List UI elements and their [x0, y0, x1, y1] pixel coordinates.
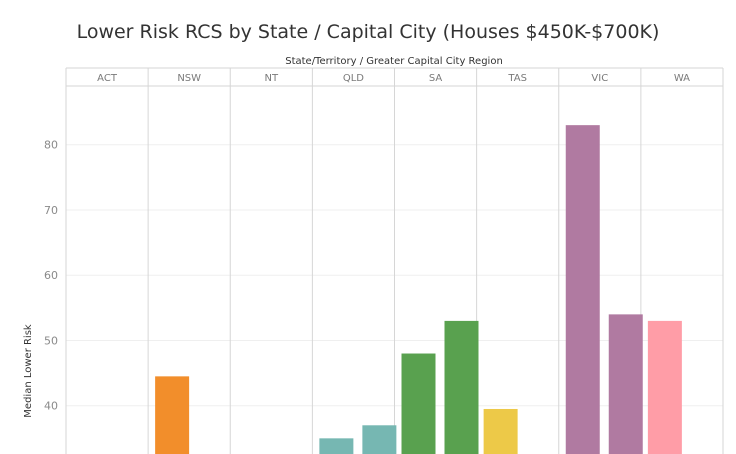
y-tick-label: 40: [44, 400, 58, 413]
y-tick-label: 60: [44, 269, 58, 282]
bar-sa-2[interactable]: [444, 320, 479, 454]
column-header-title: State/Territory / Greater Capital City R…: [285, 56, 503, 67]
bar-vic-1[interactable]: [565, 125, 600, 454]
panel-label-sa: SA: [429, 73, 443, 84]
bar-qld-1[interactable]: [319, 438, 354, 454]
y-axis-label: Median Lower Risk: [23, 324, 34, 418]
panel-label-vic: VIC: [591, 73, 608, 84]
panel-label-wa: WA: [674, 73, 690, 84]
y-tick-label: 80: [44, 139, 58, 152]
bar-wa-1[interactable]: [647, 320, 682, 454]
panel-label-tas: TAS: [507, 73, 527, 84]
y-tick-label: 50: [44, 334, 58, 347]
state-panels: ACT NSW NT QLD SA TAS VIC WA: [65, 67, 724, 454]
bar-nsw-1[interactable]: [155, 376, 190, 454]
y-tick-label: 70: [44, 204, 58, 217]
bar-qld-2[interactable]: [362, 425, 397, 454]
bar-tas-1[interactable]: [483, 408, 518, 454]
panel-label-qld: QLD: [343, 73, 364, 84]
panel-label-nt: NT: [265, 73, 279, 84]
bar-vic-2[interactable]: [608, 314, 643, 454]
y-axis-ticks: 40 50 60 70 80: [44, 139, 58, 413]
bars: [155, 125, 682, 454]
bar-sa-1[interactable]: [401, 353, 436, 454]
panel-label-nsw: NSW: [177, 73, 201, 84]
panel-label-act: ACT: [97, 73, 118, 84]
chart-title: Lower Risk RCS by State / Capital City (…: [77, 21, 660, 43]
